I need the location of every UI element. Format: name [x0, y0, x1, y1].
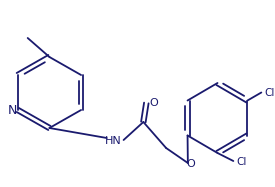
Text: O: O	[186, 159, 195, 169]
Text: Cl: Cl	[264, 88, 274, 97]
Text: O: O	[149, 98, 158, 108]
Text: HN: HN	[105, 136, 122, 146]
Text: Cl: Cl	[236, 157, 246, 167]
Text: N: N	[8, 103, 18, 117]
